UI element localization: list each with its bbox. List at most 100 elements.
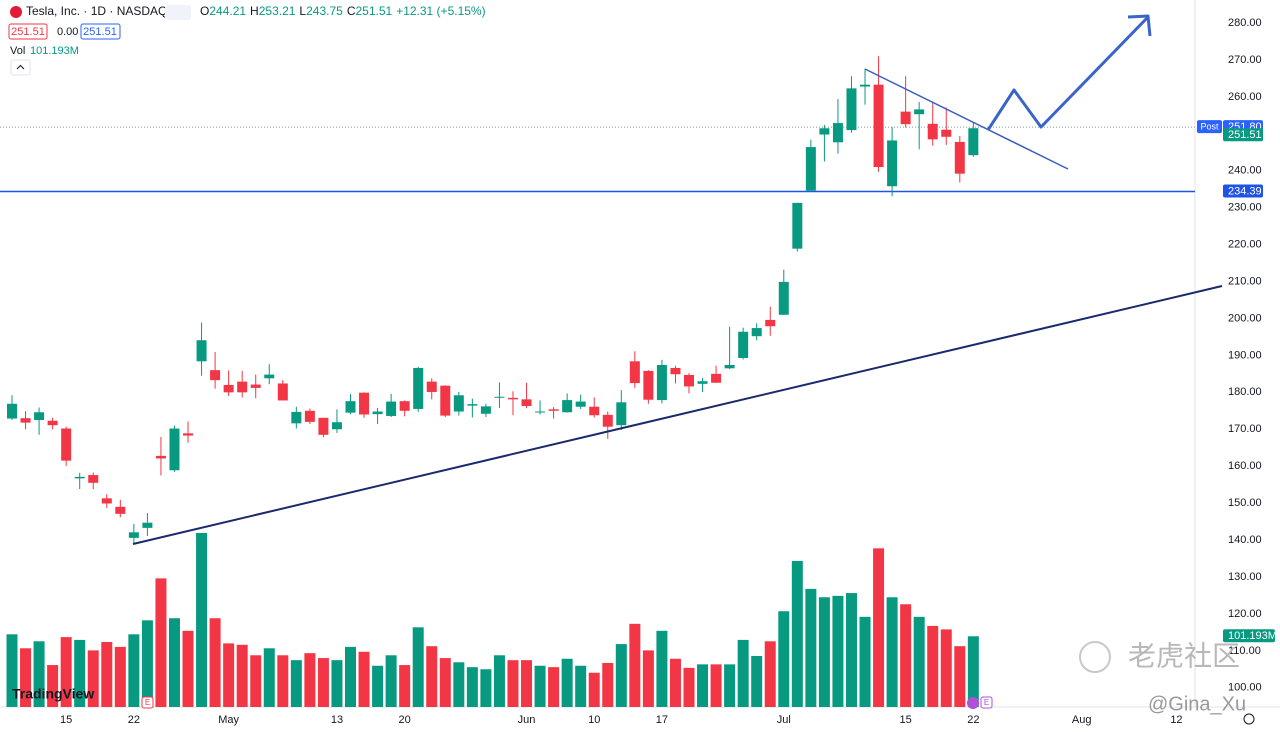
trend-line [132, 285, 1223, 545]
volume-bar [940, 629, 952, 707]
volume-bar [927, 625, 939, 707]
x-tick-label: May [218, 714, 239, 726]
volume-bar [128, 634, 140, 707]
y-tick-label: 190.00 [1228, 349, 1262, 361]
candle-body [562, 400, 573, 413]
volume-bar [818, 597, 830, 707]
earnings-icon[interactable] [141, 696, 154, 709]
y-tick-label: 130.00 [1228, 571, 1262, 583]
candle-body [521, 399, 532, 406]
earnings-label: E [984, 698, 989, 707]
volume-bar [967, 636, 979, 707]
post-price-label: 251.80 [1228, 121, 1262, 133]
settings-icon[interactable] [1243, 713, 1255, 725]
volume-bar [954, 646, 966, 707]
volume-bar [561, 658, 573, 707]
volume-bar [507, 660, 519, 707]
y-tick-label: 170.00 [1228, 423, 1262, 435]
candle-body [359, 392, 370, 415]
ask-box[interactable] [80, 23, 121, 40]
volume-bar [900, 604, 912, 707]
y-tick-label: 280.00 [1228, 17, 1262, 29]
x-tick-label: 22 [128, 714, 140, 726]
candle-body [237, 381, 248, 393]
volume-title: Vol [10, 45, 25, 57]
volume-bar [182, 630, 194, 707]
volume-bar [87, 650, 99, 707]
candle-body [805, 147, 816, 191]
volume-bar [196, 532, 208, 707]
volume-bar [209, 618, 221, 707]
candle-body [507, 397, 518, 400]
candle-body [656, 364, 667, 401]
candle-body [792, 202, 803, 249]
price-lines [0, 126, 1195, 193]
x-tick-label: 15 [60, 714, 72, 726]
volume-bar [873, 548, 885, 707]
dividend-icon[interactable] [967, 697, 979, 709]
candle-body [250, 384, 261, 388]
volume-bar [845, 593, 857, 707]
author: @Gina_Xu [1148, 693, 1246, 715]
volume-bar [737, 639, 749, 707]
x-tick-label: 13 [331, 714, 343, 726]
watermark-icon [1079, 641, 1111, 673]
candle-body [101, 498, 112, 504]
earnings-icon[interactable] [980, 696, 993, 709]
candle-body [629, 361, 640, 384]
y-tick-label: 180.00 [1228, 386, 1262, 398]
volume-bar [683, 667, 695, 707]
volume-bar [20, 648, 32, 707]
x-tick-label: 15 [900, 714, 912, 726]
candle-body [399, 401, 410, 411]
spread: 0.00 [57, 26, 78, 38]
volume-bar [534, 665, 546, 707]
candle-body [88, 475, 99, 483]
candle-body [47, 420, 58, 426]
resistance-line [864, 68, 1069, 170]
horizontal-line-label: 234.39 [1228, 185, 1262, 197]
volume-bar [304, 653, 316, 707]
candle-body [873, 84, 884, 168]
bid-price: 251.51 [11, 26, 45, 38]
y-tick-label: 200.00 [1228, 312, 1262, 324]
symbol-title[interactable]: Tesla, Inc. · 1D · NASDAQ [26, 4, 167, 18]
volume-bar [141, 620, 153, 707]
volume-bar [372, 665, 384, 707]
candle-body [643, 370, 654, 400]
candle-body [331, 422, 342, 430]
candle-body [616, 402, 627, 426]
x-tick-label: 22 [967, 714, 979, 726]
volume-bar [588, 672, 600, 707]
candle-body [61, 428, 72, 461]
x-tick-label: 20 [399, 714, 411, 726]
y-tick-label: 220.00 [1228, 239, 1262, 251]
volume-bar [602, 662, 614, 707]
volume-bar [493, 655, 505, 707]
volume-bar [913, 616, 925, 707]
volume-bar [223, 643, 235, 707]
candle-body [548, 409, 559, 411]
candle-body [128, 532, 139, 538]
candle-body [426, 381, 437, 392]
y-tick-label: 230.00 [1228, 202, 1262, 214]
candle-body [440, 385, 451, 416]
collapse-button[interactable] [10, 59, 31, 76]
visibility-toggle[interactable] [165, 5, 191, 20]
last-price-box [1223, 128, 1263, 142]
volume-last-box [1223, 629, 1275, 643]
candle-body [264, 374, 275, 379]
ask-price: 251.51 [83, 26, 117, 38]
candle-body [291, 411, 302, 424]
axes: 100.00110.00120.00130.00140.00150.00160.… [60, 17, 1277, 726]
symbol-icon [10, 6, 22, 18]
bid-box[interactable] [8, 23, 48, 40]
candle-body [386, 401, 397, 416]
volume-bar [426, 646, 438, 707]
volume-bar [236, 644, 248, 707]
volume-last-label: 101.193M [1228, 630, 1277, 642]
projection-arrow [986, 15, 1150, 131]
candle-body [724, 364, 735, 369]
